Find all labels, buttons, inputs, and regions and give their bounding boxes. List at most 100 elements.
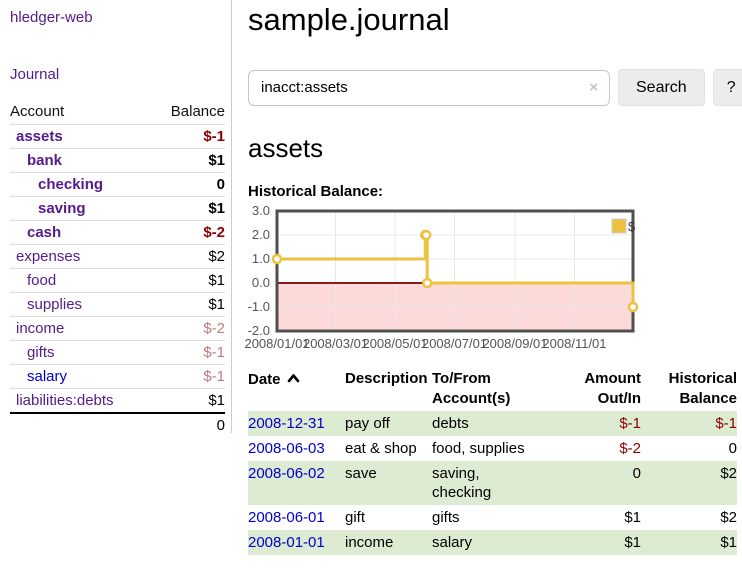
transaction-balance: $-1 xyxy=(715,415,737,432)
transaction-accounts: food, supplies xyxy=(432,440,525,457)
search-button[interactable]: Search xyxy=(618,69,705,106)
transaction-date-link[interactable]: 2008-06-02 xyxy=(248,465,325,482)
y-axis-tick-label: 0.0 xyxy=(252,275,270,290)
transaction-description: eat & shop xyxy=(345,440,417,457)
accounts-total-row: 0 xyxy=(10,413,225,437)
account-balance: 0 xyxy=(216,176,225,193)
accounts-header-account: Account xyxy=(10,103,65,120)
page-title: sample.journal xyxy=(248,2,450,37)
account-balance: $-2 xyxy=(203,320,225,337)
chart-title: Historical Balance: xyxy=(248,183,384,200)
sidebar: hledger-web Journal Account Balance asse… xyxy=(0,0,232,434)
account-link[interactable]: liabilities:debts xyxy=(16,392,114,409)
transaction-accounts: saving, checking xyxy=(432,465,492,501)
register-row: 2008-12-31 pay off debts $-1 $-1 xyxy=(248,411,737,436)
transaction-accounts: debts xyxy=(432,415,469,432)
register-header-date[interactable]: Date xyxy=(248,367,345,411)
account-balance: $1 xyxy=(208,392,225,409)
account-link[interactable]: salary xyxy=(27,368,68,385)
register-header-amount: Amount Out/In xyxy=(584,370,641,407)
y-axis-tick-label: 1.0 xyxy=(252,251,270,266)
transaction-amount: $1 xyxy=(624,509,641,526)
account-link[interactable]: supplies xyxy=(27,296,83,313)
account-link[interactable]: saving xyxy=(38,200,86,217)
account-balance: $1 xyxy=(208,272,225,289)
account-balance: $1 xyxy=(208,200,225,217)
register-table: Date Description To/From Account(s) Amou… xyxy=(248,367,737,555)
transaction-amount: $-1 xyxy=(619,415,641,432)
account-balance: $-2 xyxy=(203,224,225,241)
account-row: bank $1 xyxy=(10,148,225,173)
y-axis-tick-label: 3.0 xyxy=(252,203,270,218)
transaction-date-link[interactable]: 2008-06-01 xyxy=(248,509,325,526)
account-row: saving $1 xyxy=(10,196,225,221)
account-row: food $1 xyxy=(10,268,225,293)
accounts-header-balance: Balance xyxy=(170,103,225,120)
account-row: income $-2 xyxy=(10,316,225,341)
account-row: expenses $2 xyxy=(10,244,225,269)
y-axis-tick-label: -1.0 xyxy=(248,299,270,314)
main-panel: sample.journal × Search ? assets Histori… xyxy=(233,0,742,582)
sort-asc-icon xyxy=(287,369,300,389)
account-balance: $1 xyxy=(208,296,225,313)
transaction-accounts: salary xyxy=(432,534,473,551)
data-point-marker xyxy=(421,277,433,289)
transaction-balance: 0 xyxy=(728,440,737,457)
account-row: assets $-1 xyxy=(10,124,225,149)
y-axis-tick-label: 2.0 xyxy=(252,227,270,242)
transaction-description: gift xyxy=(345,509,366,526)
register-row: 2008-01-01 income salary $1 $1 xyxy=(248,530,737,555)
transaction-description: pay off xyxy=(345,415,390,432)
y-axis-tick-label: -2.0 xyxy=(248,323,270,338)
account-link[interactable]: gifts xyxy=(27,344,55,361)
app-brand-link[interactable]: hledger-web xyxy=(10,9,93,26)
transaction-date-link[interactable]: 2008-01-01 xyxy=(248,534,325,551)
account-link[interactable]: bank xyxy=(27,152,63,169)
transaction-amount: $1 xyxy=(624,534,641,551)
x-axis-tick-label: 2008/07/01 xyxy=(422,336,487,351)
data-point-marker xyxy=(420,229,432,241)
transaction-amount: $-2 xyxy=(619,440,641,457)
transaction-amount: 0 xyxy=(632,465,641,482)
account-row: checking 0 xyxy=(10,172,225,197)
register-header-accounts: To/From Account(s) xyxy=(432,370,511,407)
transaction-balance: $2 xyxy=(720,465,737,482)
account-row: cash $-2 xyxy=(10,220,225,245)
x-axis-tick-label: 2008/09/01 xyxy=(482,336,547,351)
register-row: 2008-06-01 gift gifts $1 $2 xyxy=(248,505,737,530)
register-header-description: Description xyxy=(345,370,428,387)
legend-swatch xyxy=(611,218,627,234)
x-axis-tick-label: 2008/11/01 xyxy=(542,336,606,351)
transaction-description: save xyxy=(345,465,377,482)
sidebar-item-journal[interactable]: Journal xyxy=(10,66,60,83)
help-button[interactable]: ? xyxy=(712,69,742,106)
account-link[interactable]: assets xyxy=(16,128,63,145)
account-balance: $-1 xyxy=(203,344,225,361)
transaction-balance: $2 xyxy=(720,509,737,526)
search-input[interactable] xyxy=(248,69,610,106)
register-row: 2008-06-02 save saving, checking 0 $2 xyxy=(248,461,737,505)
account-link[interactable]: checking xyxy=(38,176,104,193)
account-row: liabilities:debts $1 xyxy=(10,388,225,414)
register-row: 2008-06-03 eat & shop food, supplies $-2 0 xyxy=(248,436,737,461)
transaction-date-link[interactable]: 2008-06-03 xyxy=(248,440,325,457)
plot-border xyxy=(275,209,635,333)
data-point-marker xyxy=(271,253,283,265)
transaction-date-link[interactable]: 2008-12-31 xyxy=(248,415,325,432)
account-link[interactable]: expenses xyxy=(16,248,81,265)
account-link[interactable]: food xyxy=(27,272,57,289)
account-row: gifts $-1 xyxy=(10,340,225,365)
x-axis-tick-label: 2008/05/01 xyxy=(362,336,427,351)
account-link[interactable]: cash xyxy=(27,224,62,241)
clear-search-icon[interactable]: × xyxy=(589,78,598,96)
account-balance: $-1 xyxy=(203,368,225,385)
account-link[interactable]: income xyxy=(16,320,65,337)
account-balance: $2 xyxy=(208,248,225,265)
account-heading: assets xyxy=(248,133,324,163)
account-balance: $1 xyxy=(208,152,225,169)
x-axis-tick-label: 2008/01/01 xyxy=(244,336,309,351)
historical-balance-chart: 3.0 2.0 1.0 0.0 -1.0 -2.0 2008/01/01 2008/03/01… xyxy=(244,203,737,354)
account-balance: $-1 xyxy=(203,128,225,145)
x-axis-tick-label: 2008/03/01 xyxy=(303,336,368,351)
transaction-accounts: gifts xyxy=(432,509,460,526)
